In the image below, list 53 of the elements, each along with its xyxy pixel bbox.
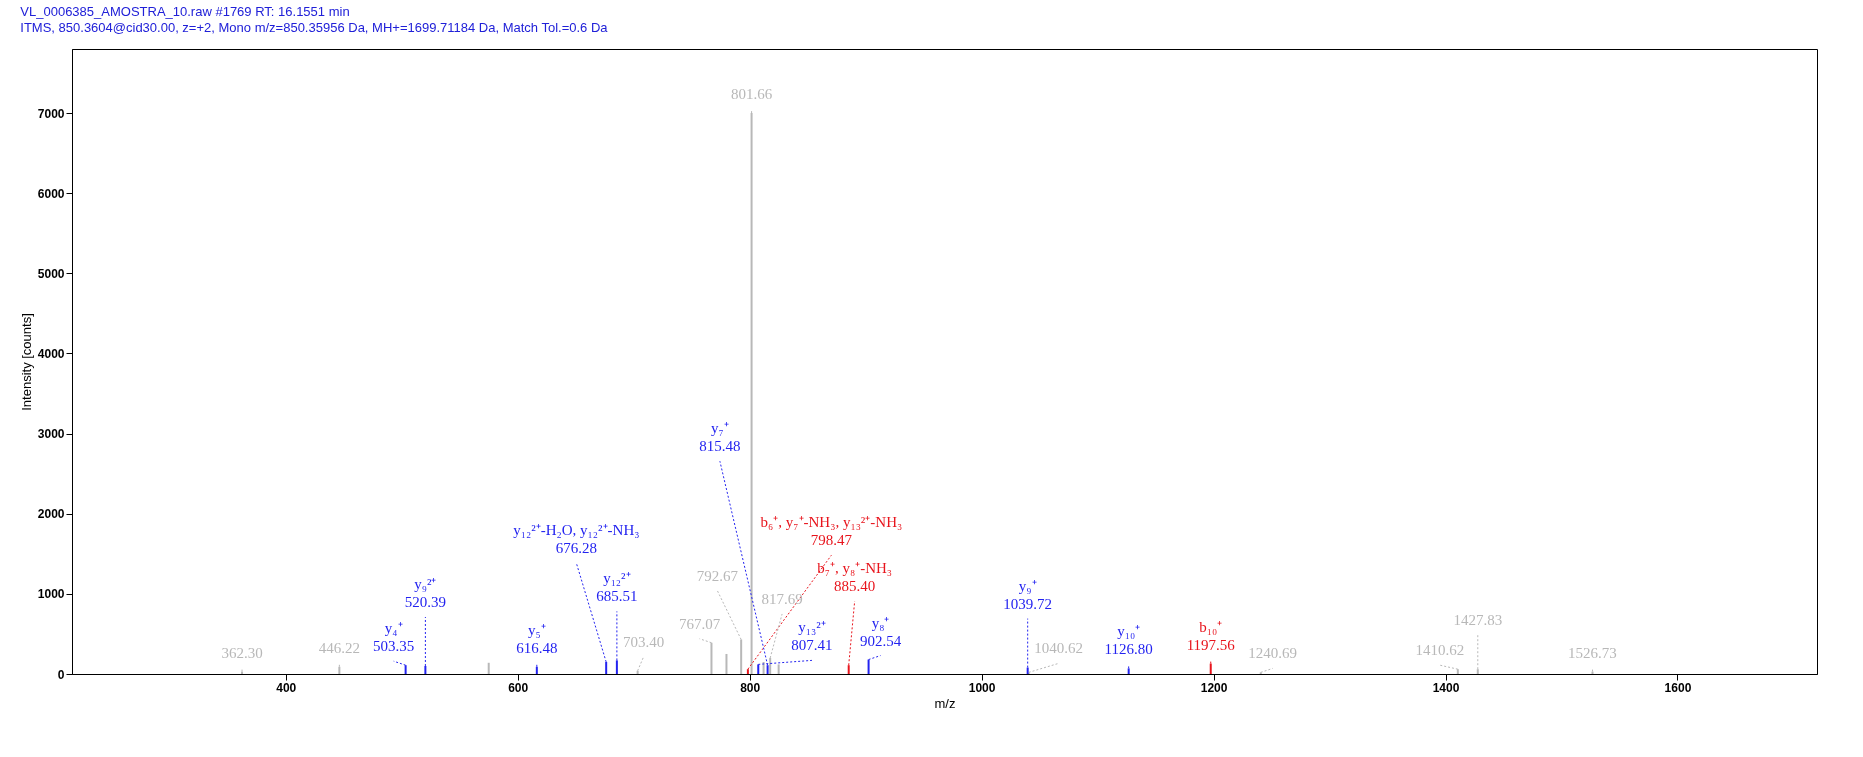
annotation: b₁₀⁺ 1197.56 — [1186, 618, 1236, 653]
bar — [750, 113, 753, 674]
annotation: b₆⁺, y₇⁺-NH₃, y₁₃²⁺-NH₃ 798.47 — [760, 514, 903, 549]
y-tick-label: 0 — [57, 667, 65, 682]
annotation: y₄⁺ 503.35 — [373, 620, 415, 655]
x-tick-label: 400 — [276, 680, 297, 695]
annotation: y₈⁺ 902.54 — [859, 614, 902, 649]
annotation: y₁₃²⁺ 807.41 — [791, 619, 833, 654]
bar — [338, 666, 341, 674]
annotation: 362.30 — [221, 644, 263, 661]
annotation: 446.22 — [318, 639, 360, 656]
x-tick-label: 1600 — [1664, 680, 1692, 695]
annotation: 1427.83 — [1453, 612, 1503, 629]
bar — [535, 666, 538, 674]
y-tick-label: 7000 — [37, 106, 65, 121]
annotation: y₉⁺ 1039.72 — [1003, 577, 1053, 612]
bar — [762, 661, 765, 674]
y-tick-label: 6000 — [37, 186, 65, 201]
bar — [1209, 663, 1212, 674]
annotation: 792.67 — [696, 567, 739, 584]
annotation: 703.40 — [622, 633, 665, 650]
bar — [487, 662, 490, 674]
annotation: y₉²⁺ 520.39 — [404, 575, 447, 610]
annotation: y₁₂²⁺-H₂O, y₁₂²⁺-NH₃ 676.28 — [513, 521, 640, 556]
y-tick-label: 1000 — [37, 587, 65, 602]
annotation: b₇⁺, y₈⁺-NH₃ 885.40 — [817, 560, 893, 595]
y-tick-label: 3000 — [37, 427, 65, 442]
y-axis-title: Intensity [counts] — [18, 313, 34, 411]
y-tick-label: 2000 — [37, 507, 65, 522]
x-tick-label: 800 — [740, 680, 761, 695]
bar — [777, 664, 780, 674]
annotation: 1240.69 — [1248, 645, 1298, 662]
x-tick-label: 1400 — [1432, 680, 1460, 695]
annotation: 1410.62 — [1415, 642, 1465, 659]
annotation: 1040.62 — [1034, 640, 1083, 657]
y-tick-label: 4000 — [37, 346, 65, 361]
annotation: 1526.73 — [1568, 644, 1617, 661]
annotation: 767.07 — [678, 615, 721, 632]
bar — [725, 653, 728, 674]
annotation: y₅⁺ 616.48 — [516, 621, 558, 656]
bar — [1127, 668, 1130, 674]
annotation: 817.69 — [761, 590, 803, 607]
annotation: y₁₀⁺ 1126.80 — [1104, 623, 1153, 658]
x-tick-label: 600 — [508, 680, 529, 695]
annotation: y₁₂²⁺ 685.51 — [596, 570, 638, 605]
chart-subtitle: ITMS, 850.3604@cid30.00, z=+2, Mono m/z=850.35956 Da, MH+=1699.71184 Da, Match Tol.=0.6 Da — [20, 20, 609, 35]
chart-title: VL_0006385_AMOSTRA_10.raw #1769 RT: 16.1551 min — [20, 4, 350, 19]
x-axis-title: m/z — [934, 695, 956, 711]
x-tick-label: 1200 — [1200, 680, 1228, 695]
annotation: y₇⁺ 815.48 — [699, 420, 741, 455]
y-tick-label: 5000 — [37, 266, 65, 281]
x-tick-label: 1000 — [968, 680, 996, 695]
annotation: 801.66 — [730, 86, 773, 103]
